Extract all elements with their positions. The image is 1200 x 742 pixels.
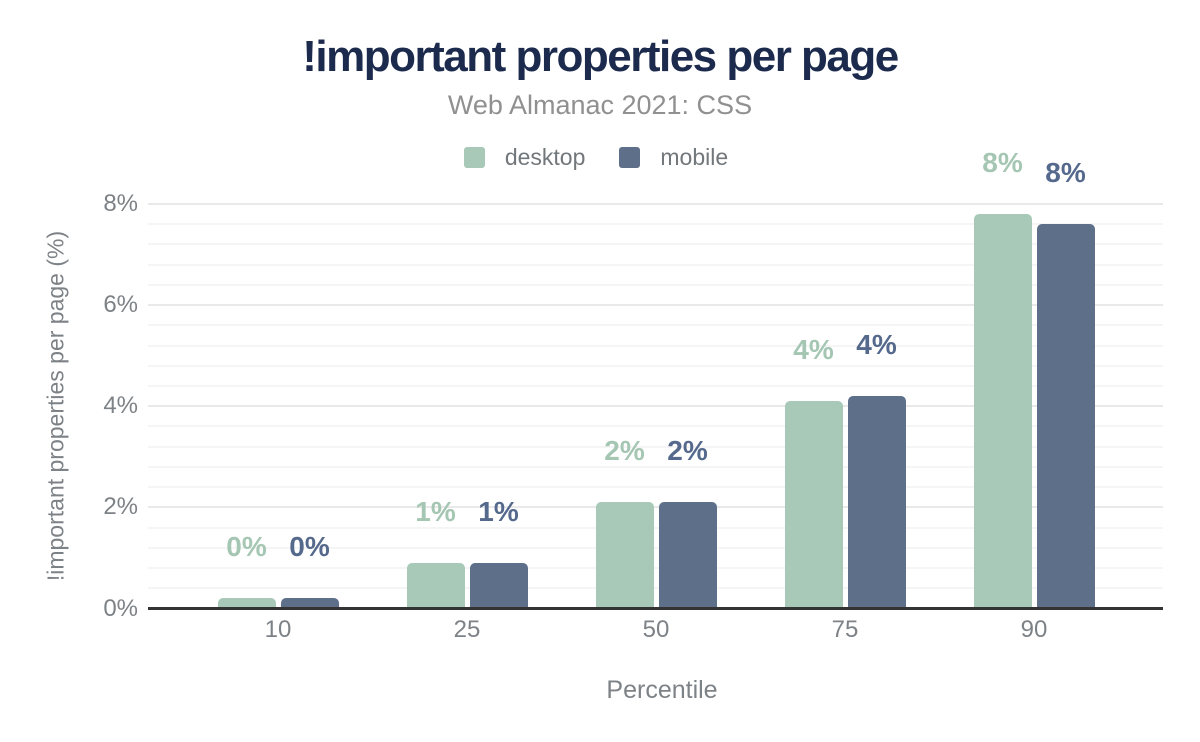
chart-title: !important properties per page (302, 32, 899, 81)
bar-desktop-p90[interactable] (973, 214, 1032, 609)
bar-value-label-mobile-p90: 8% (1045, 157, 1086, 189)
legend: desktop mobile (0, 144, 1192, 171)
minor-gridline (148, 526, 1163, 529)
legend-label-desktop: desktop (504, 144, 586, 170)
bar-value-label-desktop-p10: 0% (226, 531, 267, 563)
x-tick-label-25: 25 (453, 616, 481, 643)
y-tick-label: 8% (103, 190, 138, 217)
mobile-swatch-icon (619, 147, 641, 168)
bar-mobile-p25[interactable] (469, 562, 528, 609)
bar-value-label-mobile-p10: 0% (289, 531, 330, 563)
bar-value-label-mobile-p50: 2% (667, 435, 708, 467)
major-gridline (148, 203, 1163, 205)
y-tick-label: 4% (103, 392, 138, 420)
minor-gridline (148, 344, 1163, 347)
x-tick-label-90: 90 (1020, 616, 1048, 643)
legend-item-mobile[interactable]: mobile (619, 144, 728, 171)
minor-gridline (148, 385, 1163, 388)
bar-mobile-p10[interactable] (280, 598, 339, 609)
bar-value-label-desktop-p25: 1% (415, 495, 456, 527)
chart-subtitle: Web Almanac 2021: CSS (447, 90, 753, 120)
bar-value-label-desktop-p50: 2% (604, 435, 645, 467)
bar-value-label-mobile-p75: 4% (856, 329, 897, 361)
minor-gridline (148, 324, 1163, 327)
minor-gridline (148, 587, 1163, 590)
major-gridline (148, 405, 1163, 408)
minor-gridline (148, 425, 1163, 428)
minor-gridline (148, 445, 1163, 448)
minor-gridline (148, 283, 1163, 286)
x-tick-label-50: 50 (642, 616, 670, 643)
minor-gridline (148, 364, 1163, 367)
minor-gridline (148, 223, 1163, 226)
bar-desktop-p75[interactable] (784, 401, 843, 609)
bar-value-label-desktop-p75: 4% (793, 334, 834, 366)
minor-gridline (148, 567, 1163, 570)
y-tick-label: 0% (103, 594, 138, 622)
x-tick-label-75: 75 (831, 616, 859, 643)
y-tick-label: 2% (103, 493, 138, 521)
minor-gridline (148, 486, 1163, 489)
bar-value-label-desktop-p90: 8% (982, 147, 1023, 179)
bar-value-label-mobile-p25: 1% (478, 495, 519, 527)
y-tick-label: 6% (103, 291, 138, 319)
major-gridline (148, 304, 1163, 307)
minor-gridline (148, 465, 1163, 468)
y-axis-title: !important properties per page (%) (42, 230, 69, 582)
minor-gridline (148, 546, 1163, 549)
bar-desktop-p10[interactable] (217, 598, 276, 609)
bar-mobile-p90[interactable] (1036, 224, 1095, 609)
x-tick-label-10: 10 (264, 616, 292, 643)
legend-label-mobile: mobile (660, 144, 729, 170)
bar-mobile-p50[interactable] (658, 502, 717, 609)
bar-mobile-p75[interactable] (847, 396, 906, 609)
major-gridline (148, 506, 1163, 509)
x-axis-title: Percentile (606, 676, 718, 704)
x-axis-line (148, 607, 1163, 610)
minor-gridline (148, 243, 1163, 246)
legend-item-desktop[interactable]: desktop (463, 144, 586, 171)
desktop-swatch-icon (463, 147, 485, 168)
minor-gridline (148, 263, 1163, 266)
bar-desktop-p25[interactable] (406, 562, 465, 609)
bar-desktop-p50[interactable] (595, 502, 654, 609)
